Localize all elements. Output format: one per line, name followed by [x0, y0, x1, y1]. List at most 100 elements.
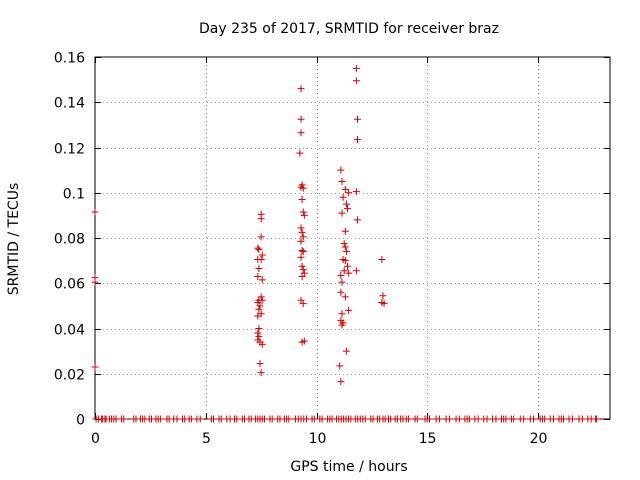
data-point — [338, 209, 346, 217]
data-point — [352, 188, 360, 196]
data-point — [337, 166, 345, 174]
data-point — [297, 129, 305, 137]
data-point — [380, 300, 388, 308]
data-point — [353, 115, 361, 123]
data-point — [298, 246, 306, 254]
data-point — [339, 193, 347, 201]
data-point — [300, 211, 308, 219]
x-axis-title: GPS time / hours — [290, 459, 407, 475]
data-point — [299, 266, 307, 274]
data-point — [342, 248, 350, 256]
zero-data-point — [425, 415, 433, 423]
data-point — [379, 292, 387, 300]
data-point — [257, 369, 265, 377]
data-point — [255, 332, 263, 340]
data-point — [257, 310, 265, 318]
data-point — [344, 262, 352, 270]
zero-data-point — [568, 415, 576, 423]
data-point — [255, 265, 263, 273]
data-point — [341, 257, 349, 265]
y-tick-label: 0.02 — [54, 368, 85, 384]
data-point — [341, 243, 349, 251]
data-point — [337, 288, 345, 296]
data-point — [298, 262, 306, 270]
data-point — [298, 196, 306, 204]
data-point — [298, 272, 306, 280]
data-point — [299, 184, 307, 192]
data-point — [342, 347, 350, 355]
y-tick-label: 0.12 — [54, 142, 85, 158]
data-point — [297, 237, 305, 245]
data-point — [337, 271, 345, 279]
data-point — [297, 224, 305, 232]
y-axis-title: SRMTID / TECUs — [6, 183, 22, 296]
grid — [95, 57, 610, 419]
data-point — [258, 296, 266, 304]
data-point — [297, 253, 305, 261]
data-point — [344, 205, 352, 213]
data-point — [91, 278, 99, 286]
data-point — [353, 216, 361, 224]
data-point — [338, 310, 346, 318]
data-point — [298, 228, 306, 236]
y-tick-label: 0.06 — [54, 277, 85, 293]
zero-data-point — [413, 415, 421, 423]
x-tick-label: 20 — [530, 431, 548, 447]
zero-data-point — [196, 415, 204, 423]
data-point — [255, 245, 263, 253]
data-point — [256, 302, 264, 310]
data-point — [353, 136, 361, 144]
data-point — [257, 293, 265, 301]
data-point — [255, 305, 263, 313]
data-point — [297, 115, 305, 123]
data-point — [345, 269, 353, 277]
y-tick-label: 0.08 — [54, 232, 85, 248]
data-point — [257, 255, 265, 263]
data-point — [378, 255, 386, 263]
data-point — [338, 278, 346, 286]
zero-data-point — [120, 415, 128, 423]
data-point — [299, 248, 307, 256]
y-tick-label: 0.16 — [54, 51, 85, 67]
data-point — [341, 293, 349, 301]
axis-ticks: 0 0.02 0.04 0.06 0.08 0.1 0.12 0.14 0.16 0 5 10 15 20 — [54, 51, 610, 447]
data-point — [336, 362, 344, 370]
data-point — [257, 233, 265, 241]
zero-data-point — [435, 415, 443, 423]
data-point — [296, 149, 304, 157]
data-point — [340, 267, 348, 275]
data-point — [352, 267, 360, 275]
data-points — [91, 64, 601, 423]
zero-data-point — [445, 415, 453, 423]
data-point — [254, 329, 262, 337]
data-point — [297, 85, 305, 93]
data-point — [254, 272, 262, 280]
y-tick-label: 0.04 — [54, 323, 85, 339]
y-tick-label: 0 — [76, 413, 85, 429]
data-point — [340, 240, 348, 248]
zero-data-point — [593, 415, 601, 423]
data-point — [337, 378, 345, 386]
data-point — [299, 233, 307, 241]
zero-data-point — [156, 415, 164, 423]
data-point — [258, 340, 266, 348]
x-tick-label: 5 — [202, 431, 211, 447]
data-point — [341, 227, 349, 235]
chart-title: Day 235 of 2017, SRMTID for receiver bra… — [199, 21, 499, 37]
data-point — [352, 64, 360, 72]
zero-data-point — [510, 415, 518, 423]
x-tick-label: 15 — [419, 431, 437, 447]
zero-data-point — [285, 415, 293, 423]
x-tick-label: 0 — [91, 431, 100, 447]
data-point — [338, 177, 346, 185]
data-point — [258, 251, 266, 259]
data-point — [338, 321, 346, 329]
data-point — [255, 325, 263, 332]
x-tick-label: 10 — [309, 431, 327, 447]
data-point — [341, 185, 349, 193]
data-point — [298, 338, 306, 346]
data-point — [299, 300, 307, 308]
data-point — [345, 189, 353, 197]
data-point — [91, 363, 99, 371]
data-point — [91, 208, 99, 216]
